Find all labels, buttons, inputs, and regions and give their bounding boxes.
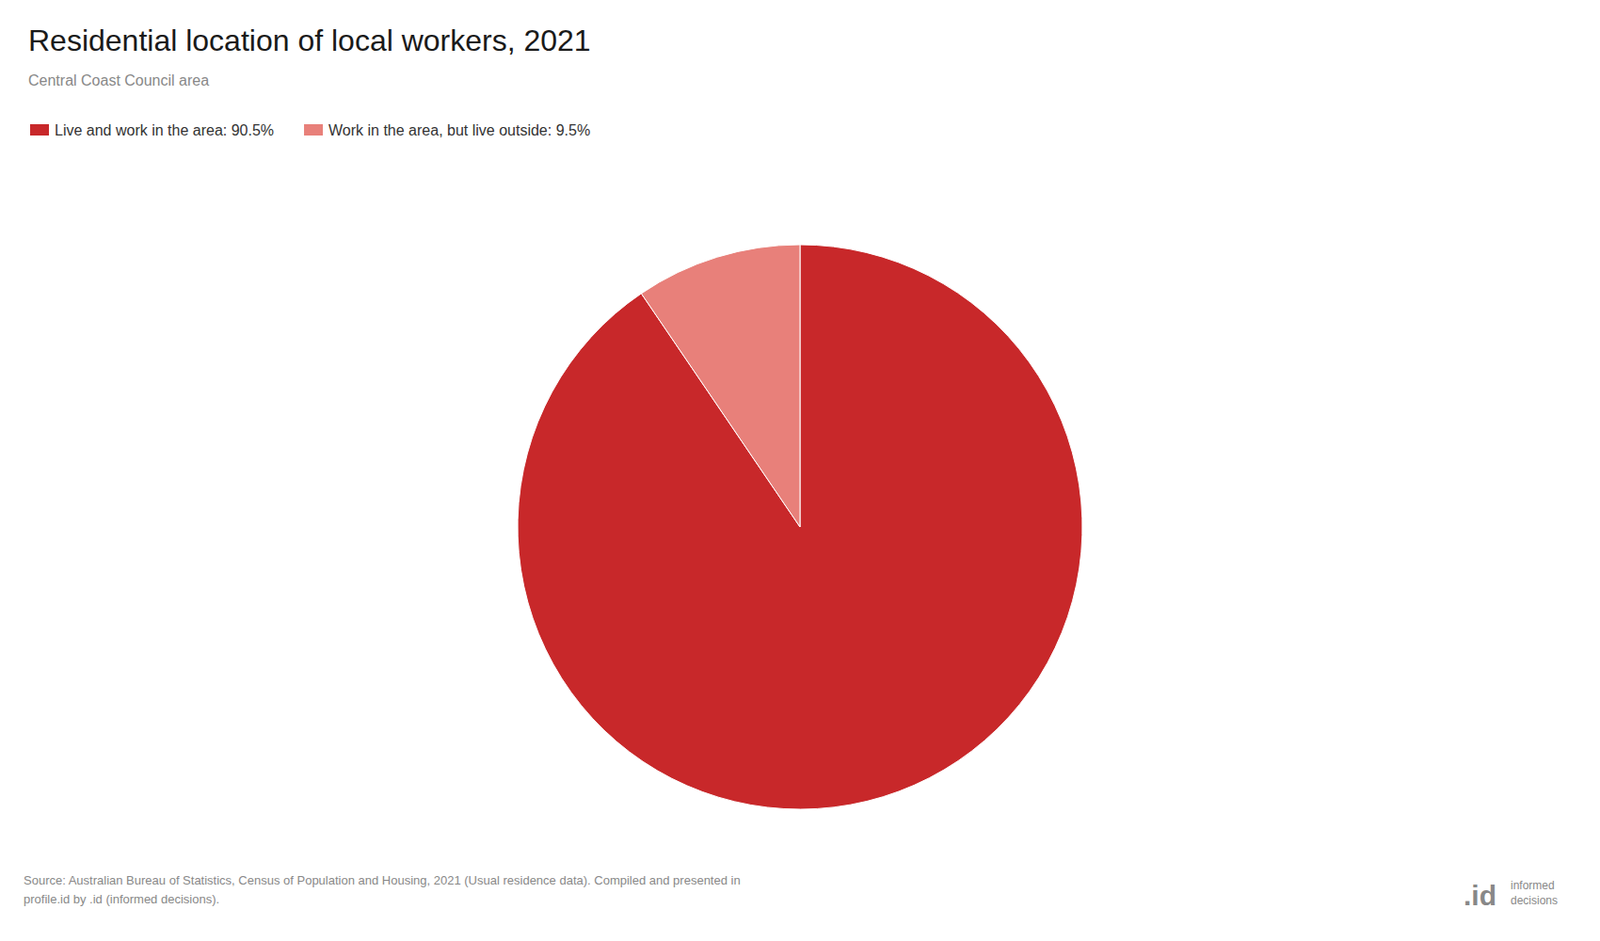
svg-text:profile.id by .id (informed de: profile.id by .id (informed decisions). — [23, 892, 220, 907]
svg-text:Source: Australian Bureau of S: Source: Australian Bureau of Statistics,… — [23, 873, 741, 888]
svg-text:Residential location of local: Residential location of local workers, 2… — [28, 23, 592, 58]
svg-text:Central Coast Council area: Central Coast Council area — [28, 72, 209, 89]
svg-text:Work in the area, but live out: Work in the area, but live outside: 9.5% — [328, 122, 591, 139]
svg-text:Live and work in the area: 90.: Live and work in the area: 90.5% — [54, 122, 274, 139]
svg-text:decisions: decisions — [1510, 894, 1558, 908]
svg-text:.id: .id — [1463, 880, 1497, 912]
svg-text:informed: informed — [1510, 879, 1555, 893]
